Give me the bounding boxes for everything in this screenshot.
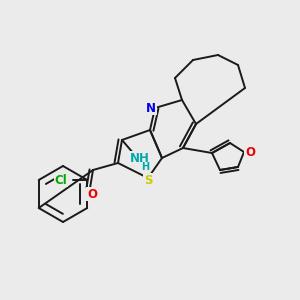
Text: Cl: Cl	[55, 173, 68, 187]
Text: O: O	[245, 146, 255, 158]
Text: H: H	[141, 162, 149, 172]
Text: O: O	[87, 188, 97, 200]
Text: N: N	[146, 101, 156, 115]
Text: S: S	[144, 173, 152, 187]
Text: NH: NH	[130, 152, 150, 164]
